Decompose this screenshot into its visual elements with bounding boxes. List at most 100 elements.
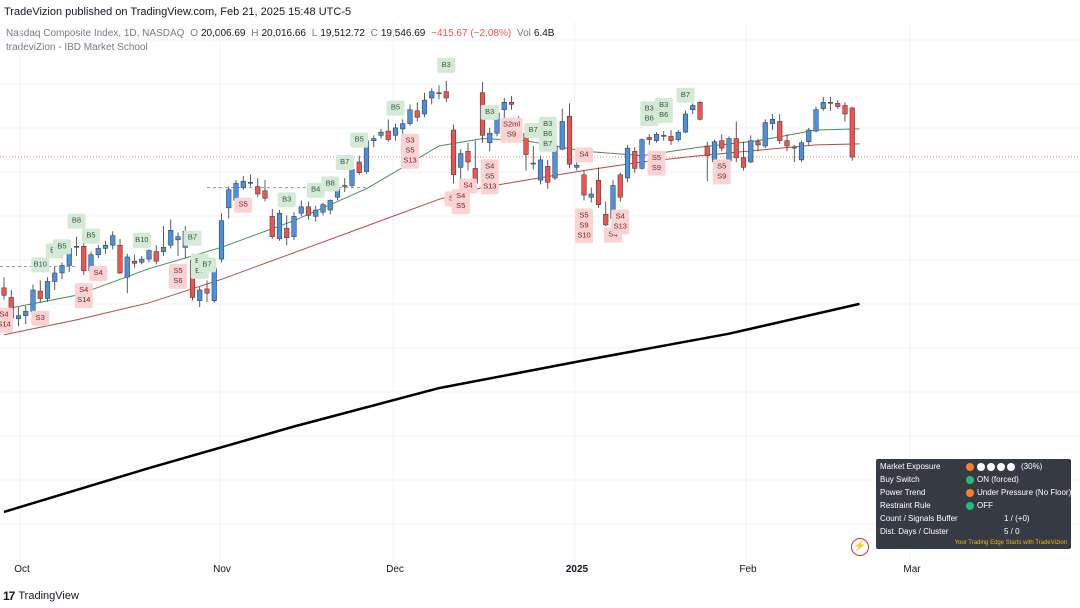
candle-body — [784, 140, 790, 147]
buy-signal-label — [386, 100, 405, 116]
ohlc-legend: Nasdaq Composite Index, 1D, NASDAQ O 20,0… — [6, 28, 557, 39]
sell-signal-label — [234, 197, 253, 213]
signal-text: S13 — [483, 181, 496, 190]
candle-body — [740, 157, 747, 168]
price-chart[interactable]: S4S14S3B10B7B5B8B5S4S14S4B10S5S6B7B3B7B7… — [0, 22, 1080, 585]
panel-row: Buy Switch ON (forced) — [880, 475, 1068, 488]
candle-body — [697, 102, 703, 120]
sell-signal-label — [500, 117, 523, 143]
panel-row-value: OFF — [966, 501, 993, 510]
buy-signal-label — [132, 232, 151, 248]
sell-signal-label — [459, 178, 477, 194]
x-tick-label: Oct — [14, 564, 30, 575]
signal-text: S3 — [36, 313, 45, 322]
signal-text: B5 — [86, 231, 95, 240]
candle-body — [624, 147, 631, 179]
buy-signal-label — [306, 182, 325, 198]
candle-body — [44, 281, 51, 299]
signal-text: B7 — [188, 233, 197, 242]
lightning-icon[interactable]: ⚡ — [851, 538, 869, 556]
candle-body — [849, 107, 855, 158]
signal-text: S5 — [405, 146, 414, 155]
candle-body — [59, 265, 65, 274]
candle-body — [110, 235, 116, 246]
candle-body — [52, 272, 58, 282]
signal-text: B8 — [72, 216, 81, 225]
candle-body — [255, 186, 261, 195]
candle-body — [646, 137, 652, 140]
signal-text: B6 — [543, 129, 552, 138]
signal-text: S2ml — [503, 120, 520, 129]
status-dot-icon — [966, 475, 974, 484]
sell-signal-label — [169, 263, 187, 289]
panel-row-label: Dist. Days / Cluster — [880, 527, 949, 536]
signal-text: S5 — [239, 200, 248, 209]
panel-row-value: 1 / (+0) — [1004, 514, 1030, 523]
signal-text: B7 — [681, 90, 690, 99]
candle-body — [501, 102, 507, 110]
candle-body — [450, 129, 457, 176]
candle-body — [719, 140, 725, 149]
candle-body — [139, 258, 145, 263]
signal-text: B7 — [340, 157, 349, 166]
tradingview-mark: 17 — [3, 589, 15, 603]
candle-body — [117, 244, 123, 274]
panel-row: Power Trend Under Pressure (No Floor) — [880, 488, 1071, 501]
buy-signal-label — [82, 228, 100, 244]
panel-row-value: ON (forced) — [966, 475, 1019, 484]
ma-mid-line — [3, 143, 860, 336]
panel-row-value: 5 / 0 — [1004, 527, 1020, 536]
volume-label: Vol — [516, 28, 531, 39]
candle-body — [574, 164, 580, 168]
buy-signal-label — [654, 98, 673, 124]
open-value: 20,006.69 — [200, 28, 246, 39]
signal-text: B5 — [355, 135, 364, 144]
candle-body — [218, 220, 225, 260]
close-label: C — [370, 28, 378, 39]
candle-body — [813, 109, 819, 132]
signal-text: B3 — [659, 100, 668, 109]
candle-body — [131, 260, 138, 264]
exposure-dot-icon — [977, 462, 985, 471]
candle-body — [175, 236, 181, 241]
signal-text: S5 — [173, 266, 182, 275]
candle-body — [378, 131, 384, 136]
candle-body — [487, 132, 493, 144]
candle-body — [73, 246, 80, 248]
panel-row: Restraint Rule OFF — [880, 501, 1068, 514]
market-status-panel: Market Exposure (30%) Buy Switch ON (forced… — [876, 459, 1071, 549]
signal-text: S4 — [94, 268, 103, 277]
candle-body — [777, 121, 783, 141]
signal-text: B5 — [57, 241, 66, 250]
buy-signal-label — [321, 176, 340, 192]
indicator-name[interactable]: tradeviZion - IBD Market School — [6, 42, 148, 53]
open-label: O — [190, 28, 198, 39]
panel-row-label: Power Trend — [880, 488, 926, 497]
signal-text: B7 — [543, 139, 552, 148]
candle-body — [726, 138, 732, 162]
signal-text: S5 — [717, 161, 726, 170]
signal-text: S5 — [579, 210, 588, 219]
exposure-dot-icon — [987, 462, 995, 471]
status-dot-icon — [966, 501, 974, 510]
exposure-dot-icon — [1007, 462, 1015, 471]
signal-text: S4 — [616, 211, 625, 220]
tradingview-brand: TradingView — [18, 590, 79, 602]
sell-signal-label — [451, 189, 470, 215]
candle-body — [320, 204, 326, 213]
symbol-description[interactable]: Nasdaq Composite Index, 1D, NASDAQ — [6, 28, 185, 39]
buy-signal-label — [31, 257, 50, 273]
signal-text: B3 — [645, 103, 654, 112]
signal-text: B5 — [391, 103, 400, 112]
buy-signal-label — [538, 116, 557, 152]
candle-body — [37, 290, 43, 299]
buy-signal-label — [350, 132, 369, 148]
candle-body — [414, 110, 420, 118]
candle-body — [407, 109, 413, 124]
panel-row-label: Market Exposure — [880, 462, 941, 471]
candle-body — [711, 141, 718, 163]
tradingview-logo[interactable]: 17 TradingView — [3, 589, 79, 603]
candle-body — [385, 130, 391, 140]
candle-body — [204, 288, 210, 294]
candle-body — [566, 115, 573, 165]
